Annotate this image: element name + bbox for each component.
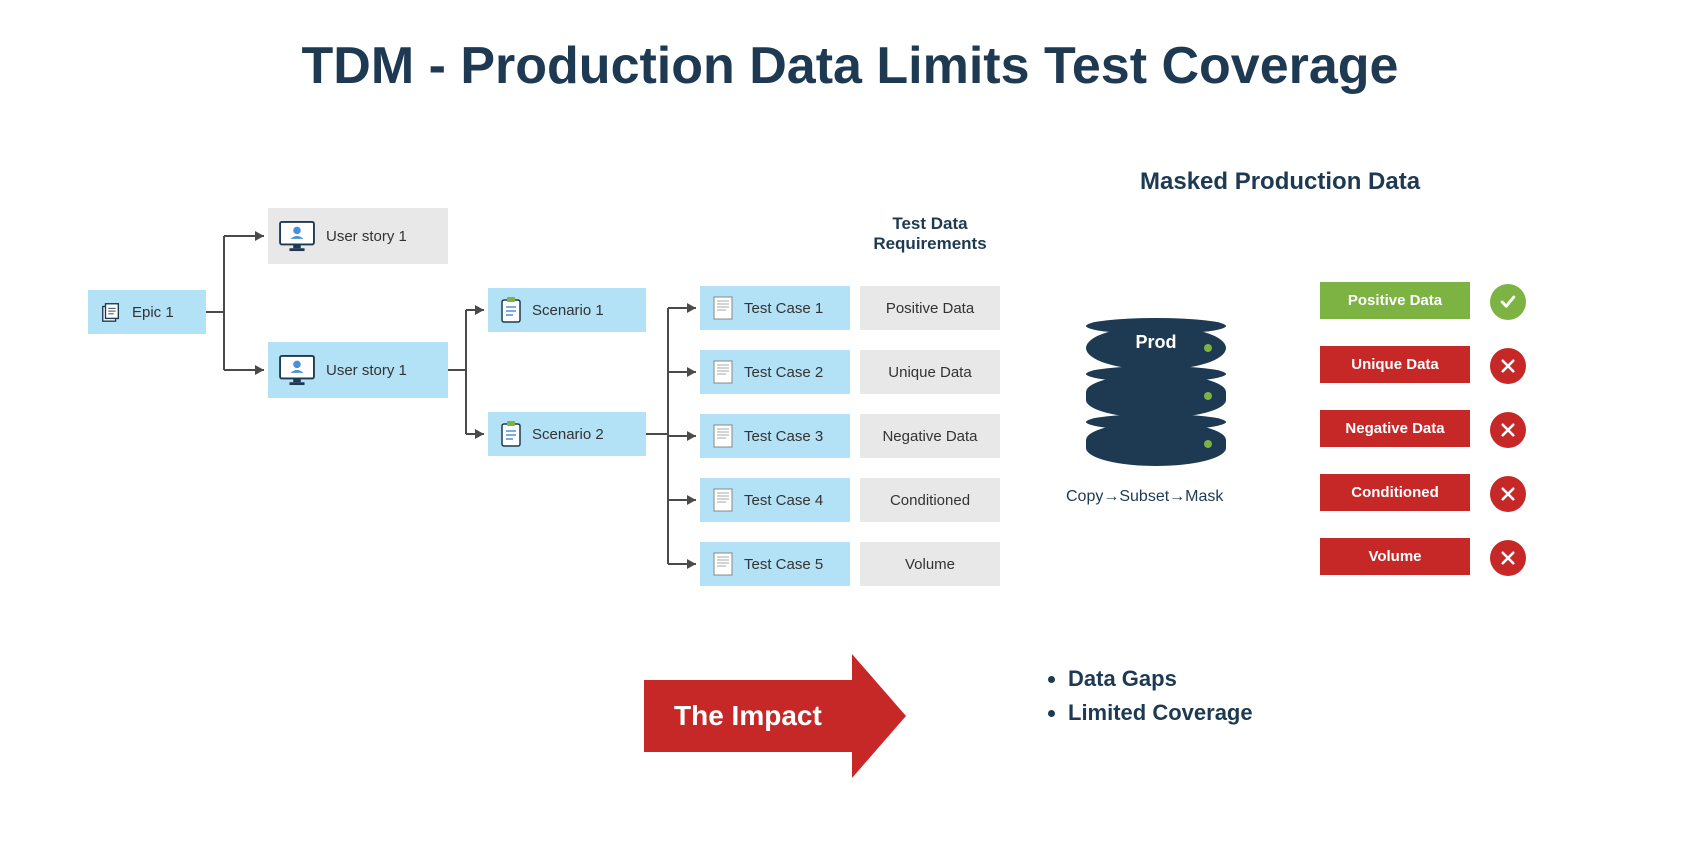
status-chip: Conditioned xyxy=(1320,474,1470,511)
document-icon xyxy=(710,425,736,447)
test-case-label: Test Case 2 xyxy=(744,364,823,381)
requirement-label: Unique Data xyxy=(888,364,971,381)
test-case-label: Test Case 1 xyxy=(744,300,823,317)
user-story-node: User story 1 xyxy=(268,208,448,264)
impact-list: Data Gaps Limited Coverage xyxy=(1048,666,1253,734)
impact-arrow: The Impact xyxy=(644,654,906,778)
epic-label: Epic 1 xyxy=(132,304,174,321)
test-data-req-header: Test Data Requirements xyxy=(850,214,1010,254)
status-chip: Volume xyxy=(1320,538,1470,575)
requirement-node: Volume xyxy=(860,542,1000,586)
impact-list-item: Data Gaps xyxy=(1068,666,1253,692)
document-icon xyxy=(710,553,736,575)
user-story-label: User story 1 xyxy=(326,362,407,379)
clipboard-icon xyxy=(498,299,524,321)
requirement-label: Negative Data xyxy=(882,428,977,445)
monitor-user-icon xyxy=(278,220,316,252)
cross-icon xyxy=(1490,540,1526,576)
arrow-head-icon xyxy=(852,654,906,778)
cross-icon xyxy=(1490,412,1526,448)
status-chip: Unique Data xyxy=(1320,346,1470,383)
status-label: Positive Data xyxy=(1348,292,1442,309)
scenario-node: Scenario 1 xyxy=(488,288,646,332)
test-case-node: Test Case 2 xyxy=(700,350,850,394)
cross-icon xyxy=(1490,348,1526,384)
requirement-node: Conditioned xyxy=(860,478,1000,522)
monitor-user-icon xyxy=(278,354,316,386)
user-story-node: User story 1 xyxy=(268,342,448,398)
test-case-label: Test Case 5 xyxy=(744,556,823,573)
test-case-node: Test Case 5 xyxy=(700,542,850,586)
scenario-label: Scenario 1 xyxy=(532,302,604,319)
status-label: Conditioned xyxy=(1351,484,1438,501)
requirement-node: Negative Data xyxy=(860,414,1000,458)
status-label: Unique Data xyxy=(1351,356,1439,373)
db-process-steps: Copy→Subset→Mask xyxy=(1066,488,1223,506)
document-stack-icon xyxy=(98,301,124,323)
database-icon: Prod xyxy=(1086,326,1226,470)
status-chip: Positive Data xyxy=(1320,282,1470,319)
requirement-node: Positive Data xyxy=(860,286,1000,330)
requirement-label: Volume xyxy=(905,556,955,573)
status-label: Volume xyxy=(1368,548,1421,565)
scenario-label: Scenario 2 xyxy=(532,426,604,443)
requirement-node: Unique Data xyxy=(860,350,1000,394)
test-case-node: Test Case 3 xyxy=(700,414,850,458)
scenario-node: Scenario 2 xyxy=(488,412,646,456)
status-label: Negative Data xyxy=(1345,420,1444,437)
document-icon xyxy=(710,297,736,319)
clipboard-icon xyxy=(498,423,524,445)
requirement-label: Positive Data xyxy=(886,300,974,317)
test-case-node: Test Case 4 xyxy=(700,478,850,522)
user-story-label: User story 1 xyxy=(326,228,407,245)
check-icon xyxy=(1490,284,1526,320)
masked-prod-header: Masked Production Data xyxy=(1140,168,1420,196)
page-title: TDM - Production Data Limits Test Covera… xyxy=(0,36,1700,96)
test-case-label: Test Case 3 xyxy=(744,428,823,445)
document-icon xyxy=(710,361,736,383)
cross-icon xyxy=(1490,476,1526,512)
requirement-label: Conditioned xyxy=(890,492,970,509)
status-chip: Negative Data xyxy=(1320,410,1470,447)
test-case-label: Test Case 4 xyxy=(744,492,823,509)
test-case-node: Test Case 1 xyxy=(700,286,850,330)
document-icon xyxy=(710,489,736,511)
impact-label: The Impact xyxy=(644,680,852,752)
impact-list-item: Limited Coverage xyxy=(1068,700,1253,726)
epic-node: Epic 1 xyxy=(88,290,206,334)
